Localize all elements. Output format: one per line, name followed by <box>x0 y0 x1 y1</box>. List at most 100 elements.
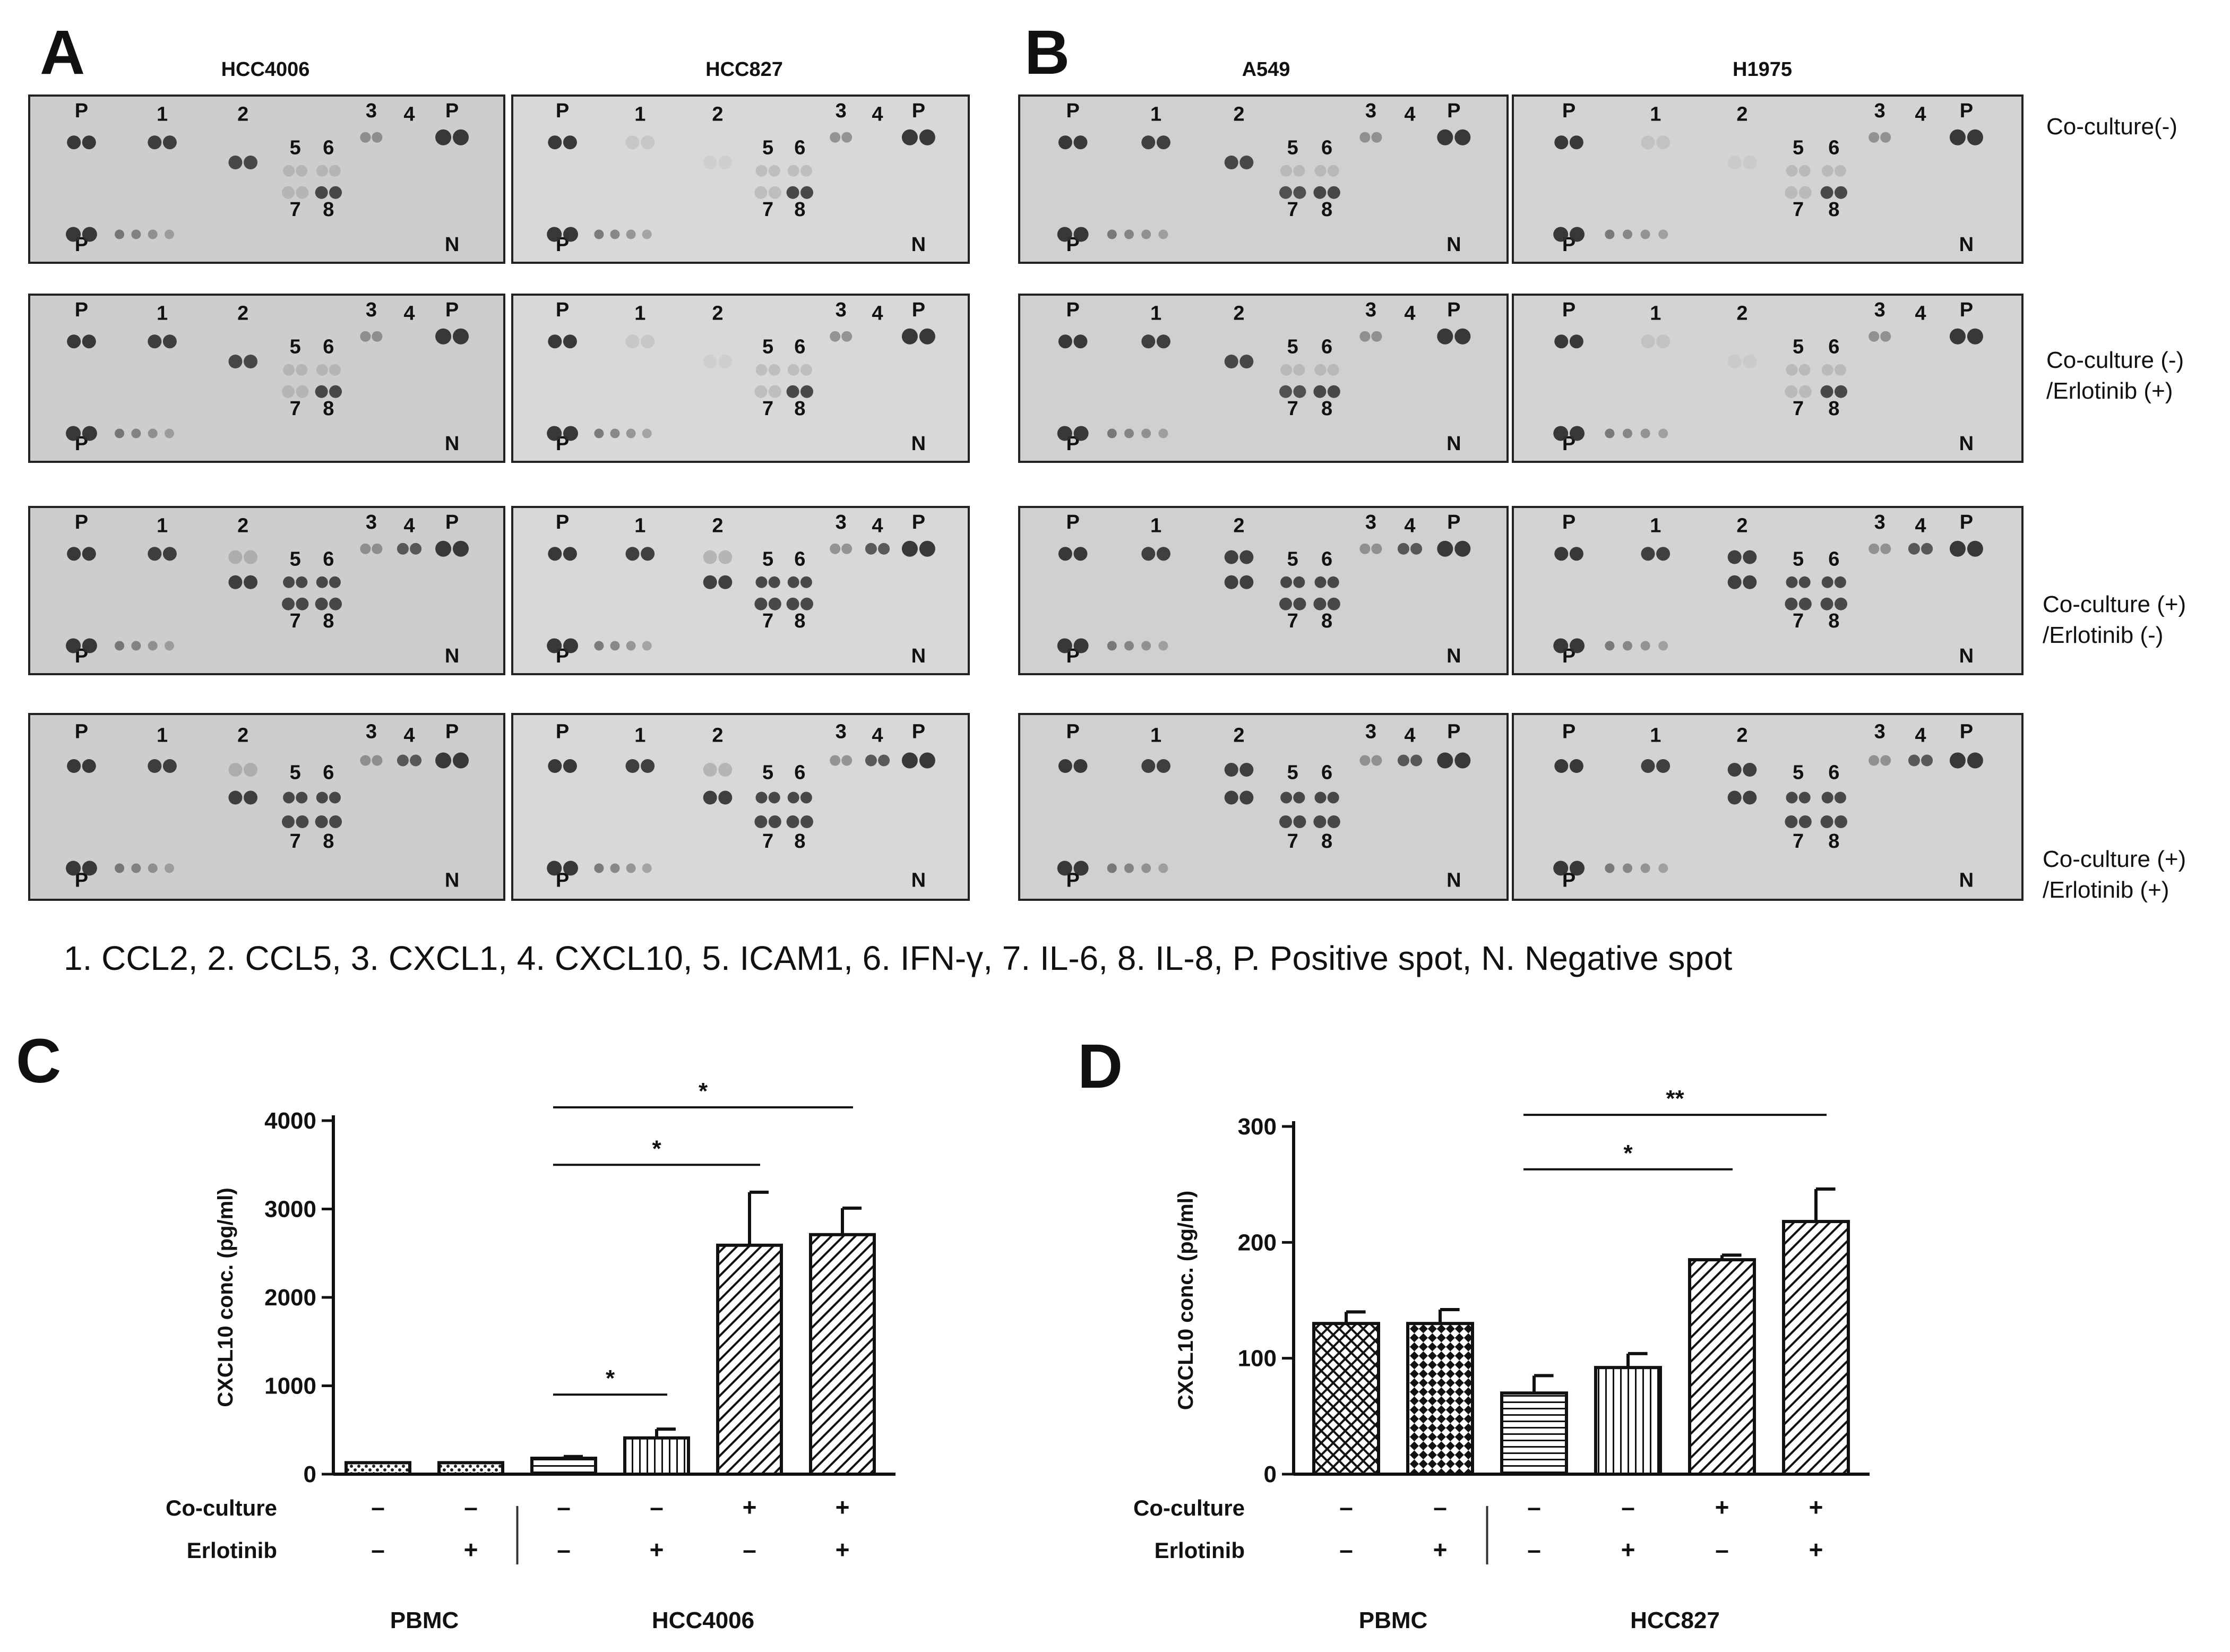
spot-label-n: N <box>1447 870 1461 892</box>
array-spot <box>1124 863 1134 873</box>
array-spot <box>1313 385 1327 398</box>
array-spot <box>165 428 175 438</box>
spot-label-n: N <box>1447 433 1461 455</box>
spot-label-4: 4 <box>403 302 415 324</box>
spot-label-6: 6 <box>794 136 805 159</box>
array-spot <box>1623 863 1632 873</box>
array-spot <box>1640 229 1650 239</box>
spot-label-p: P <box>912 721 925 743</box>
array-spot <box>548 334 562 349</box>
array-spot <box>919 328 935 345</box>
array-spot <box>901 129 918 145</box>
array-spot <box>1949 752 1966 769</box>
y-tick-label: 100 <box>1238 1346 1277 1372</box>
array-spot <box>1073 227 1089 242</box>
spot-label-p: P <box>912 299 925 321</box>
spot-label-4: 4 <box>872 725 883 747</box>
array-spot <box>830 132 841 143</box>
spot-label-p: P <box>1960 511 1973 534</box>
array-spot <box>435 328 452 345</box>
array-spot <box>1314 364 1327 376</box>
array-spot <box>1141 641 1151 651</box>
array-spot <box>282 186 295 199</box>
array-spot <box>1314 576 1327 588</box>
array-spot <box>1410 754 1423 767</box>
y-tick-label: 3000 <box>264 1197 316 1223</box>
array-spot <box>316 165 328 177</box>
spot-label-6: 6 <box>794 548 805 570</box>
array-spot <box>625 759 640 773</box>
array-spot <box>1073 861 1089 876</box>
group-label: PBMC <box>1359 1607 1428 1633</box>
array-spot <box>1107 229 1117 239</box>
array-spot <box>548 547 562 561</box>
group-label: HCC4006 <box>652 1607 754 1633</box>
array-spot <box>1293 815 1306 828</box>
array-spot <box>754 815 768 828</box>
array-spot <box>1327 815 1340 828</box>
spot-label-8: 8 <box>1321 199 1332 221</box>
array-spot <box>1570 861 1585 876</box>
spot-label-7: 7 <box>1287 830 1298 853</box>
spot-label-p: P <box>1066 100 1080 122</box>
array-spot <box>718 355 733 368</box>
array-spot <box>1785 186 1798 199</box>
spot-label-5: 5 <box>1793 548 1804 570</box>
array-spot <box>315 186 328 199</box>
spot-label-1: 1 <box>1650 103 1661 125</box>
array-spot <box>115 229 125 239</box>
array-spot <box>283 791 295 804</box>
array-spot <box>397 754 409 767</box>
array-spot <box>1554 135 1569 150</box>
array-spot <box>1821 364 1833 376</box>
spot-label-5: 5 <box>290 136 301 159</box>
array-spot <box>372 132 383 143</box>
spot-label-2: 2 <box>1736 302 1747 324</box>
spot-label-p: P <box>75 299 88 321</box>
array-spot <box>1397 754 1409 767</box>
spot-label-p: P <box>556 299 569 321</box>
blot-frame <box>1512 294 2024 463</box>
array-spot <box>453 540 469 557</box>
array-spot <box>1727 156 1742 169</box>
array-spot <box>1359 755 1371 766</box>
array-spot <box>1224 763 1238 777</box>
array-spot <box>1605 428 1615 438</box>
spot-label-7: 7 <box>290 830 301 853</box>
array-spot <box>316 364 328 376</box>
spot-label-4: 4 <box>1404 302 1415 324</box>
array-spot <box>316 576 328 588</box>
array-spot <box>610 229 620 239</box>
array-spot <box>1921 543 1933 555</box>
spot-label-7: 7 <box>1287 610 1298 632</box>
spot-label-n: N <box>911 433 926 455</box>
array-spot <box>878 754 890 767</box>
array-spot <box>282 597 295 610</box>
spot-label-n: N <box>445 870 459 892</box>
blot-frame <box>28 713 505 901</box>
spot-label-p: P <box>445 100 459 122</box>
array-spot <box>82 547 96 561</box>
array-spot <box>1141 428 1151 438</box>
erlotinib-sign: – <box>1527 1536 1541 1563</box>
array-spot <box>1786 364 1798 376</box>
array-spot <box>1279 186 1292 199</box>
spot-label-2: 2 <box>237 725 248 747</box>
blot-membrane: P 1 2 3 4 P5 67 8P N <box>511 294 970 463</box>
array-spot <box>296 186 309 199</box>
bar <box>1688 1258 1756 1476</box>
array-spot <box>703 355 717 368</box>
array-spot <box>1785 597 1798 610</box>
array-spot <box>148 641 158 651</box>
array-spot <box>563 135 577 150</box>
array-spot <box>435 540 452 557</box>
array-spot <box>718 790 733 805</box>
spot-label-p: P <box>1960 721 1973 743</box>
array-spot <box>878 543 890 555</box>
array-spot <box>1743 763 1757 777</box>
group-label: HCC827 <box>1630 1607 1720 1633</box>
array-spot <box>1073 638 1089 653</box>
spot-label-p: P <box>445 511 459 534</box>
array-spot <box>1553 861 1569 876</box>
array-spot <box>244 550 258 564</box>
